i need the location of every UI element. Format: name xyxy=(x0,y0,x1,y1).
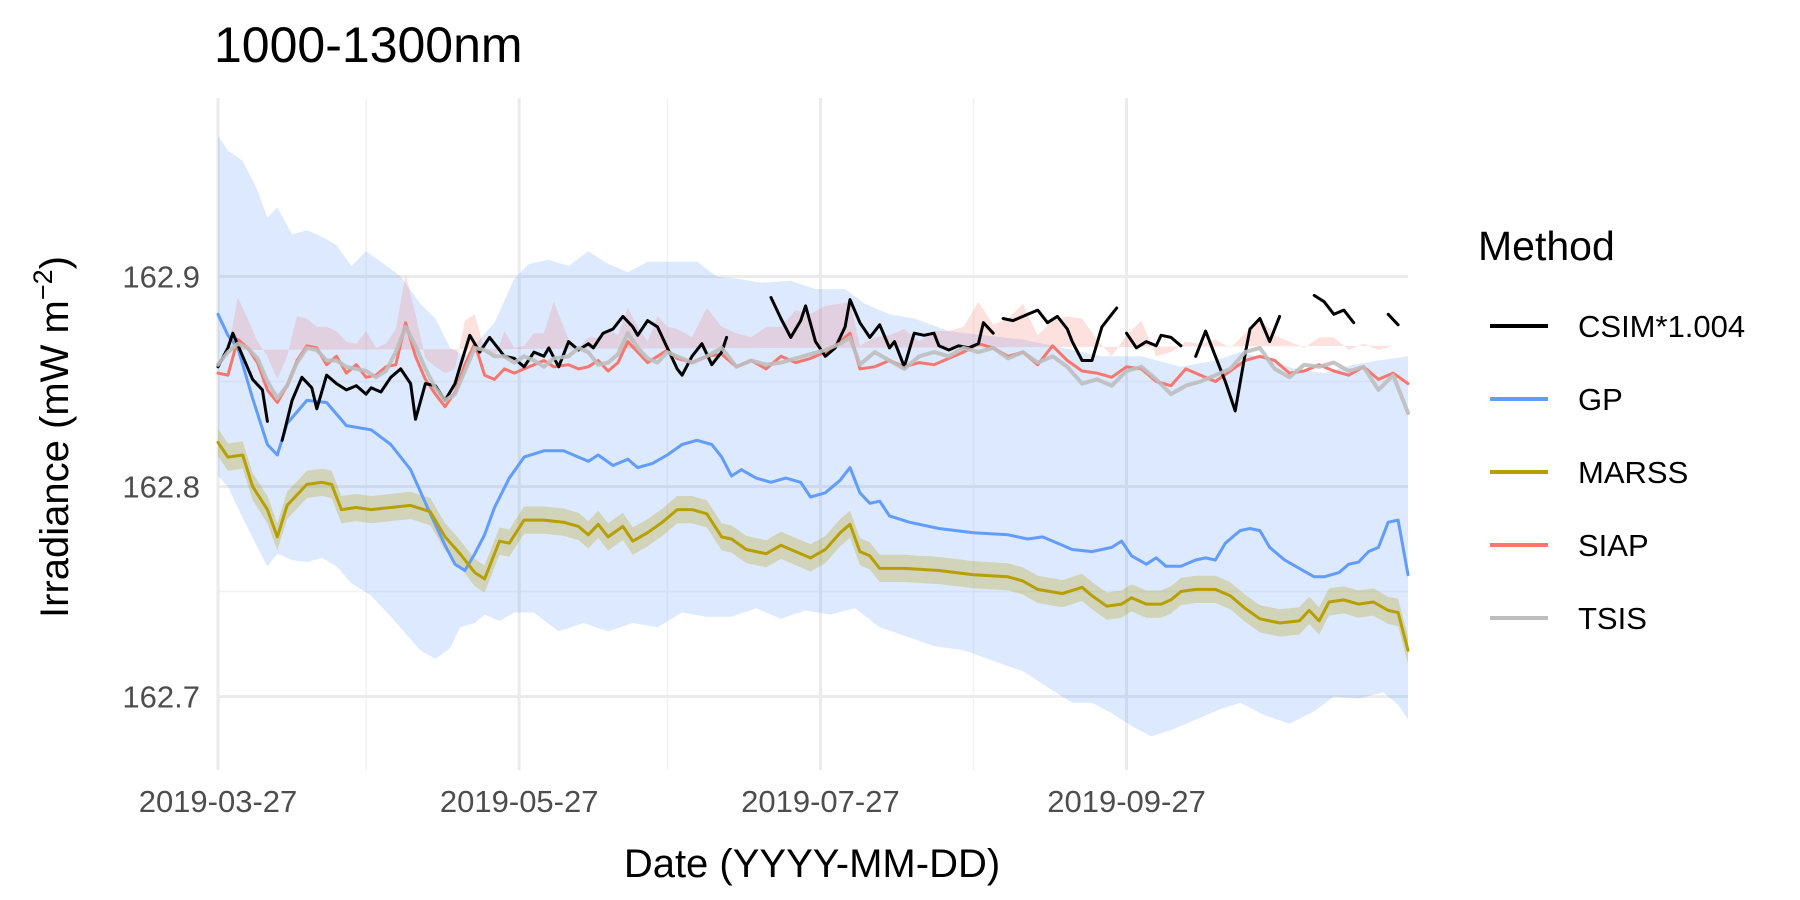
x-tick-label: 2019-05-27 xyxy=(440,784,599,819)
x-tick-label: 2019-09-27 xyxy=(1047,784,1206,819)
x-tick-label: 2019-03-27 xyxy=(139,784,298,819)
x-axis-title: Date (YYYY-MM-DD) xyxy=(624,842,1000,886)
x-axis-ticks: 2019-03-27 2019-05-27 2019-07-27 2019-09-27 xyxy=(139,784,1206,819)
siap-uncertainty-band xyxy=(218,274,1394,380)
gp-line xyxy=(216,312,1410,579)
gp-uncertainty-band xyxy=(218,135,1408,737)
y-tick-label: 162.8 xyxy=(122,470,200,505)
legend-label-siap: SIAP xyxy=(1578,528,1649,563)
legend-label-marss: MARSS xyxy=(1578,455,1688,490)
x-tick-label: 2019-07-27 xyxy=(741,784,900,819)
series-lines xyxy=(216,293,1410,652)
legend-label-gp: GP xyxy=(1578,382,1623,417)
y-axis-title-main: Irradiance (mW m xyxy=(33,300,77,618)
y-axis-title-close: ) xyxy=(33,256,77,269)
uncertainty-bands xyxy=(218,135,1408,737)
legend: Method CSIM*1.004 GP MARSS SIAP TSIS xyxy=(1478,223,1745,636)
y-axis-ticks: 162.7 162.8 162.9 xyxy=(122,260,200,715)
legend-label-csim-1-004: CSIM*1.004 xyxy=(1578,309,1745,344)
y-tick-label: 162.7 xyxy=(122,680,200,715)
tsis-line xyxy=(216,324,1410,415)
chart-title: 1000-1300nm xyxy=(214,17,523,73)
grid xyxy=(216,98,1408,770)
y-axis-title-superscript: −2 xyxy=(28,269,58,300)
y-tick-label: 162.9 xyxy=(122,260,200,295)
y-axis-title: Irradiance (mW m−2) xyxy=(28,256,77,618)
marss-line xyxy=(216,440,1410,652)
legend-label-tsis: TSIS xyxy=(1578,601,1647,636)
legend-title: Method xyxy=(1478,223,1615,269)
